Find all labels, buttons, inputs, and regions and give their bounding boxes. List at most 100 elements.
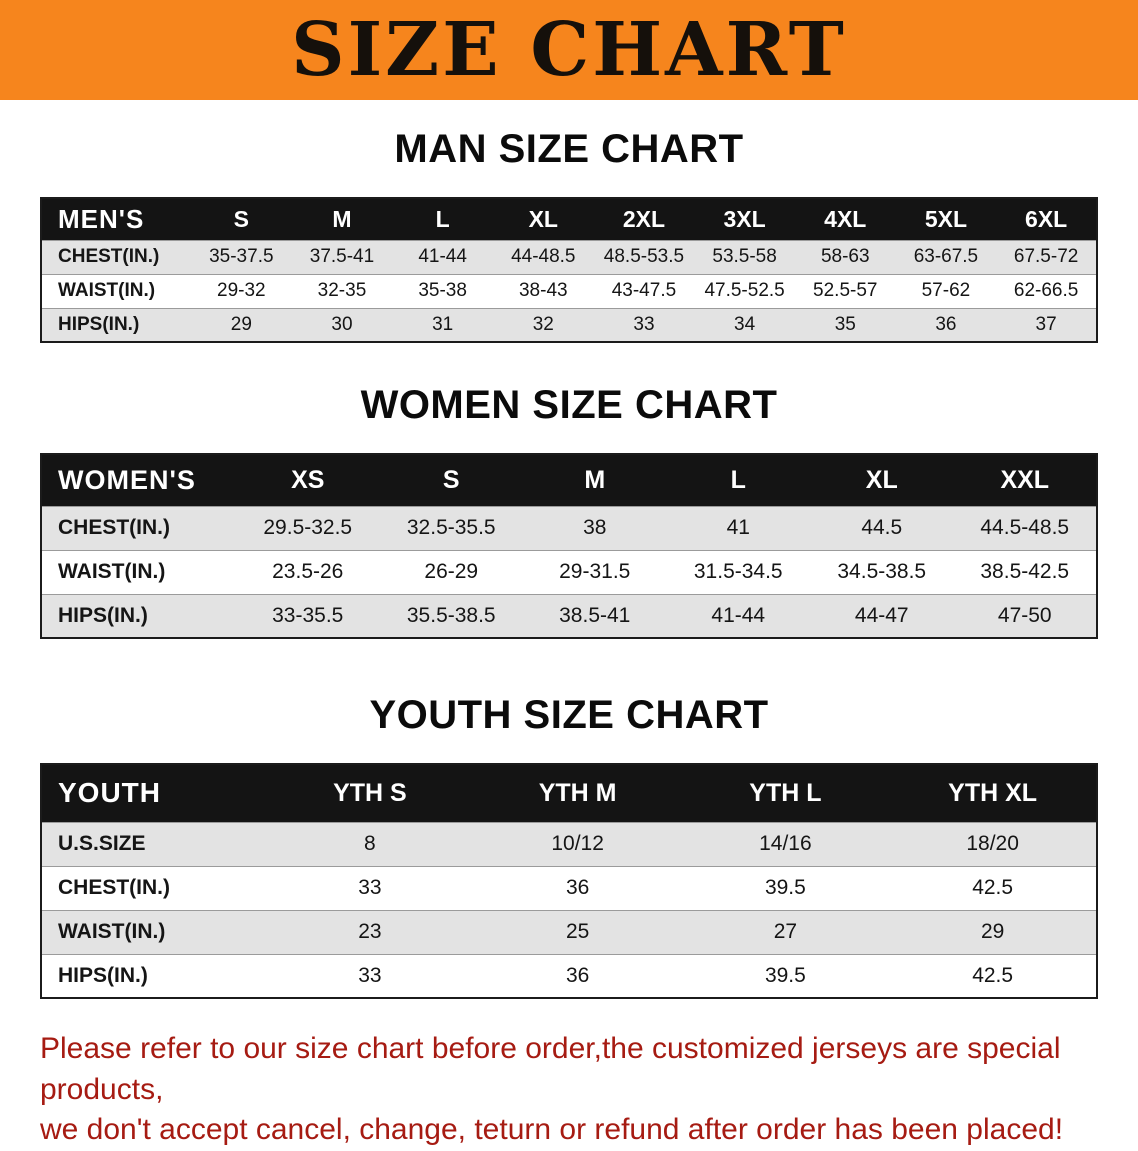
table-body: U.S.SIZE 8 10/12 14/16 18/20 CHEST(IN.) 33 36 39… bbox=[41, 822, 1097, 998]
men-size-section: MAN SIZE CHART MEN'S S M L XL 2XL 3XL 4XL 5XL 6XL… bbox=[40, 127, 1098, 343]
size-value-cell: 36 bbox=[565, 876, 590, 899]
size-column-header: XL bbox=[810, 454, 954, 506]
women-size-section: WOMEN SIZE CHART WOMEN'S XS S M L XL XXL CHEST(… bbox=[40, 383, 1098, 639]
size-column-header: XS bbox=[236, 454, 380, 506]
measurement-row-label: HIPS(IN.) bbox=[58, 603, 148, 627]
measurement-row-label: CHEST(IN.) bbox=[58, 246, 160, 267]
size-column-header: L bbox=[392, 198, 493, 240]
footer-note: Please refer to our size chart before or… bbox=[40, 1029, 1104, 1151]
size-column-header: 2XL bbox=[593, 198, 695, 240]
size-column-header: YTH S bbox=[266, 764, 474, 822]
measurement-row-label: WAIST(IN.) bbox=[58, 280, 156, 301]
size-value-cell: 47.5-52.5 bbox=[704, 280, 785, 301]
size-value-cell: 29.5-32.5 bbox=[263, 516, 353, 539]
size-value-cell: 29-32 bbox=[217, 280, 266, 301]
table-head: YOUTH YTH S YTH M YTH L YTH XL bbox=[41, 764, 1097, 822]
size-value-cell: 37.5-41 bbox=[309, 246, 375, 267]
men-size-table: MEN'S S M L XL 2XL 3XL 4XL 5XL 6XL CHEST(IN.) 35-37… bbox=[40, 197, 1098, 343]
table-row: HIPS(IN.) 29 30 31 32 33 34 35 36 37 bbox=[41, 308, 1097, 342]
youth-size-section: YOUTH SIZE CHART YOUTH YTH S YTH M YTH L YTH… bbox=[40, 693, 1098, 999]
size-column-header: 3XL bbox=[694, 198, 795, 240]
page-title: SIZE CHART bbox=[291, 7, 847, 93]
size-value-cell: 37 bbox=[1035, 313, 1057, 335]
size-value-cell: 36 bbox=[935, 313, 957, 335]
size-value-cell: 42.5 bbox=[972, 963, 1014, 987]
size-column-header: S bbox=[379, 454, 523, 506]
table-row: HIPS(IN.) 33-35.5 35.5-38.5 38.5-41 41-44 44-… bbox=[41, 594, 1097, 638]
table-body: CHEST(IN.) 29.5-32.5 32.5-35.5 38 41 44.5 44.5… bbox=[41, 506, 1097, 638]
table-row: CHEST(IN.) 35-37.5 37.5-41 41-44 44-48.5 48.5… bbox=[41, 240, 1097, 274]
table-corner-label: YOUTH bbox=[41, 764, 266, 822]
size-value-cell: 62-66.5 bbox=[1013, 280, 1079, 301]
size-value-cell: 33-35.5 bbox=[272, 603, 344, 627]
size-value-cell: 67.5-72 bbox=[1013, 246, 1079, 267]
footer-line-2: we don't accept cancel, change, teturn o… bbox=[40, 1113, 1064, 1146]
size-value-cell: 35 bbox=[834, 313, 856, 335]
footer-line-1: Please refer to our size chart before or… bbox=[40, 1032, 1061, 1106]
measurement-row-label: WAIST(IN.) bbox=[58, 920, 166, 943]
youth-section-heading: YOUTH SIZE CHART bbox=[369, 693, 769, 737]
size-value-cell: 44-48.5 bbox=[511, 246, 576, 267]
size-column-header: XL bbox=[492, 198, 594, 240]
measurement-row-label: U.S.SIZE bbox=[58, 832, 146, 855]
size-column-header: YTH M bbox=[473, 764, 682, 822]
table-row: CHEST(IN.) 29.5-32.5 32.5-35.5 38 41 44.5 44.5… bbox=[41, 506, 1097, 550]
size-column-header: YTH L bbox=[681, 764, 890, 822]
size-value-cell: 32-35 bbox=[317, 280, 367, 301]
size-value-cell: 38.5-42.5 bbox=[980, 560, 1070, 583]
table-row: WAIST(IN.) 29-32 32-35 35-38 38-43 43-47.5 47.… bbox=[41, 274, 1097, 308]
table-row: WAIST(IN.) 23 25 27 29 bbox=[41, 910, 1097, 954]
table-corner-label: MEN'S bbox=[41, 198, 191, 240]
size-value-cell: 18/20 bbox=[966, 832, 1019, 855]
youth-size-table: YOUTH YTH S YTH M YTH L YTH XL U.S.SIZE 8 10/12… bbox=[40, 763, 1098, 999]
size-value-cell: 32 bbox=[532, 313, 554, 335]
size-value-cell: 33 bbox=[358, 876, 382, 899]
size-value-cell: 34.5-38.5 bbox=[837, 560, 927, 583]
women-size-table: WOMEN'S XS S M L XL XXL CHEST(IN.) 29.5-32.5 32.5… bbox=[40, 453, 1098, 639]
table-header-row: MEN'S S M L XL 2XL 3XL 4XL 5XL 6XL bbox=[41, 198, 1097, 240]
size-value-cell: 33 bbox=[358, 963, 382, 987]
size-value-cell: 31 bbox=[432, 313, 454, 335]
measurement-row-label: WAIST(IN.) bbox=[58, 560, 166, 583]
size-column-header: M bbox=[523, 454, 667, 506]
size-value-cell: 32.5-35.5 bbox=[406, 516, 496, 539]
size-value-cell: 44.5-48.5 bbox=[980, 516, 1070, 539]
table-row: WAIST(IN.) 23.5-26 26-29 29-31.5 31.5-34.5 34… bbox=[41, 550, 1097, 594]
size-value-cell: 38.5-41 bbox=[559, 603, 631, 627]
size-column-header: L bbox=[666, 454, 810, 506]
size-value-cell: 38 bbox=[583, 516, 607, 539]
size-value-cell: 47-50 bbox=[997, 603, 1052, 627]
women-section-heading: WOMEN SIZE CHART bbox=[360, 383, 778, 427]
banner: SIZE CHART bbox=[0, 0, 1138, 100]
size-value-cell: 27 bbox=[773, 920, 798, 943]
measurement-row-label: HIPS(IN.) bbox=[58, 313, 140, 335]
size-value-cell: 29 bbox=[980, 920, 1005, 943]
table-row: HIPS(IN.) 33 36 39.5 42.5 bbox=[41, 954, 1097, 998]
size-value-cell: 14/16 bbox=[759, 832, 812, 855]
size-value-cell: 35.5-38.5 bbox=[406, 603, 496, 627]
size-value-cell: 26-29 bbox=[424, 560, 479, 583]
size-value-cell: 42.5 bbox=[972, 876, 1014, 899]
size-value-cell: 35-37.5 bbox=[209, 246, 274, 267]
size-column-header: YTH XL bbox=[889, 764, 1097, 822]
size-value-cell: 8 bbox=[364, 832, 376, 855]
size-value-cell: 30 bbox=[331, 313, 353, 335]
size-value-cell: 52.5-57 bbox=[813, 280, 878, 301]
size-column-header: S bbox=[191, 198, 292, 240]
table-row: CHEST(IN.) 33 36 39.5 42.5 bbox=[41, 866, 1097, 910]
size-column-header: XXL bbox=[953, 454, 1097, 506]
size-value-cell: 34 bbox=[734, 313, 756, 335]
size-value-cell: 44.5 bbox=[861, 516, 903, 539]
size-value-cell: 48.5-53.5 bbox=[603, 246, 685, 267]
size-value-cell: 23 bbox=[358, 920, 382, 943]
measurement-row-label: CHEST(IN.) bbox=[58, 516, 170, 539]
table-header-row: WOMEN'S XS S M L XL XXL bbox=[41, 454, 1097, 506]
size-column-header: 5XL bbox=[895, 198, 997, 240]
table-row: U.S.SIZE 8 10/12 14/16 18/20 bbox=[41, 822, 1097, 866]
size-value-cell: 33 bbox=[633, 313, 655, 335]
size-value-cell: 43-47.5 bbox=[611, 280, 677, 301]
size-column-header: M bbox=[291, 198, 393, 240]
table-header-row: YOUTH YTH S YTH M YTH L YTH XL bbox=[41, 764, 1097, 822]
table-head: WOMEN'S XS S M L XL XXL bbox=[41, 454, 1097, 506]
